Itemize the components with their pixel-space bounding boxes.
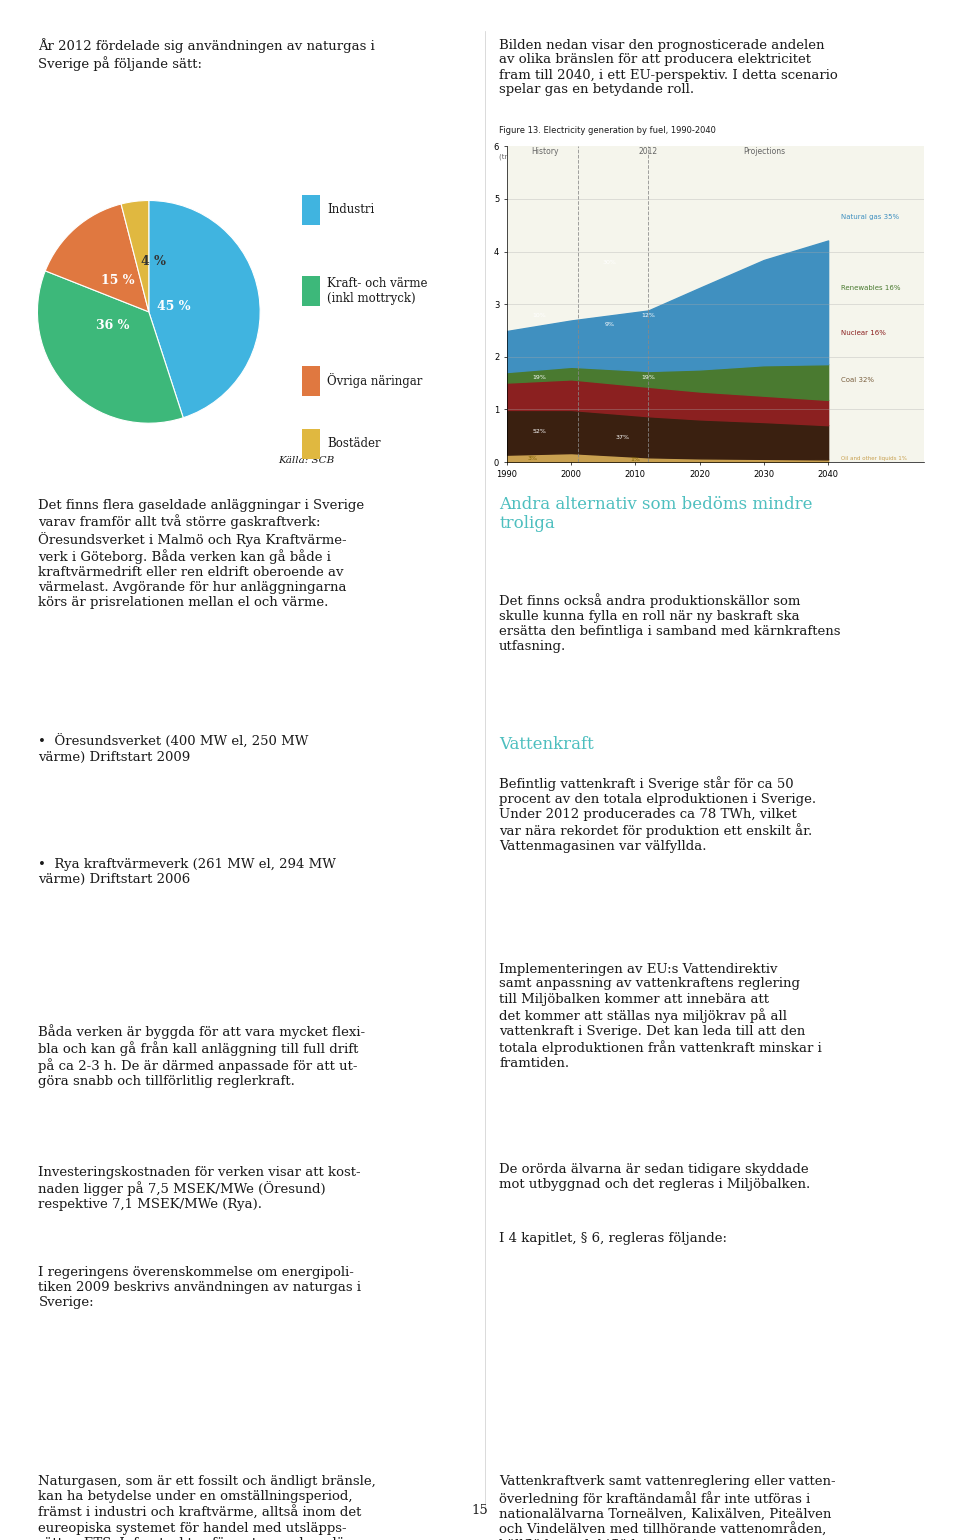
Text: Implementeringen av EU:s Vattendirektiv
samt anpassning av vattenkraftens regler: Implementeringen av EU:s Vattendirektiv …	[499, 962, 822, 1070]
Text: 1%: 1%	[631, 457, 640, 462]
Text: 15 %: 15 %	[101, 274, 134, 286]
Text: I regeringens överenskommelse om energipoli-
tiken 2009 beskrivs användningen av: I regeringens överenskommelse om energip…	[38, 1266, 361, 1309]
Text: History: History	[532, 148, 559, 156]
Text: 15: 15	[471, 1505, 489, 1517]
Text: År 2012 fördelade sig användningen av naturgas i
Sverige på följande sätt:: År 2012 fördelade sig användningen av na…	[38, 38, 375, 71]
Text: 4 %: 4 %	[141, 256, 166, 268]
Wedge shape	[149, 200, 260, 417]
Text: Vattenkraft: Vattenkraft	[499, 736, 594, 753]
Wedge shape	[121, 200, 149, 313]
Text: Coal 32%: Coal 32%	[841, 377, 874, 383]
Text: 2012: 2012	[638, 148, 658, 156]
Text: 3%: 3%	[528, 456, 538, 460]
Text: Övriga näringar: Övriga näringar	[327, 373, 422, 388]
Text: 12%: 12%	[641, 313, 655, 319]
Text: Natural gas 35%: Natural gas 35%	[841, 214, 900, 220]
Text: Kraft- och värme
(inkl mottryck): Kraft- och värme (inkl mottryck)	[327, 277, 428, 305]
Text: 37%: 37%	[615, 436, 630, 440]
FancyBboxPatch shape	[302, 194, 320, 225]
Text: 52%: 52%	[532, 430, 546, 434]
FancyBboxPatch shape	[302, 367, 320, 396]
Text: •  Rya kraftvärmeverk (261 MW el, 294 MW
värme) Driftstart 2006: • Rya kraftvärmeverk (261 MW el, 294 MW …	[38, 858, 336, 885]
Text: Befintlig vattenkraft i Sverige står för ca 50
procent av den totala elproduktio: Befintlig vattenkraft i Sverige står för…	[499, 776, 816, 853]
Text: 9%: 9%	[605, 322, 614, 326]
Text: •  Öresundsverket (400 MW el, 250 MW
värme) Driftstart 2009: • Öresundsverket (400 MW el, 250 MW värm…	[38, 735, 309, 764]
Text: Industri: Industri	[327, 203, 374, 216]
Wedge shape	[37, 271, 183, 424]
Text: (trillion kilowatthours): (trillion kilowatthours)	[499, 154, 577, 160]
Text: Båda verken är byggda för att vara mycket flexi-
bla och kan gå från kall anlägg: Båda verken är byggda för att vara mycke…	[38, 1024, 366, 1089]
Text: Bostäder: Bostäder	[327, 437, 381, 451]
Text: Oil and other liquids 1%: Oil and other liquids 1%	[841, 456, 907, 462]
Text: 10%: 10%	[532, 313, 546, 319]
Text: 19%: 19%	[641, 376, 655, 380]
Text: Naturgasen, som är ett fossilt och ändligt bränsle,
kan ha betydelse under en om: Naturgasen, som är ett fossilt och ändli…	[38, 1475, 376, 1540]
Text: 45 %: 45 %	[156, 300, 190, 313]
FancyBboxPatch shape	[302, 276, 320, 306]
Text: De orörda älvarna är sedan tidigare skyddade
mot utbyggnad och det regleras i Mi: De orörda älvarna är sedan tidigare skyd…	[499, 1163, 810, 1190]
Text: Investeringskostnaden för verken visar att kost-
naden ligger på 7,5 MSEK/MWe (Ö: Investeringskostnaden för verken visar a…	[38, 1166, 361, 1210]
FancyBboxPatch shape	[302, 430, 320, 459]
Text: I 4 kapitlet, § 6, regleras följande:: I 4 kapitlet, § 6, regleras följande:	[499, 1232, 728, 1244]
Text: 19%: 19%	[532, 376, 546, 380]
Text: Det finns också andra produktionskällor som
skulle kunna fylla en roll när ny ba: Det finns också andra produktionskällor …	[499, 593, 841, 653]
Text: 36 %: 36 %	[96, 319, 130, 331]
Text: Projections: Projections	[743, 148, 785, 156]
Text: Nuclear 16%: Nuclear 16%	[841, 330, 886, 336]
Text: Bilden nedan visar den prognosticerade andelen
av olika bränslen för att produce: Bilden nedan visar den prognosticerade a…	[499, 38, 838, 97]
Text: Källa: SCB: Källa: SCB	[278, 456, 335, 465]
Text: 30%: 30%	[603, 260, 616, 265]
Text: Renewables 16%: Renewables 16%	[841, 285, 900, 291]
Wedge shape	[45, 203, 149, 313]
Text: Figure 13. Electricity generation by fuel, 1990-2040: Figure 13. Electricity generation by fue…	[499, 126, 716, 136]
Text: Det finns flera gaseldade anläggningar i Sverige
varav framför allt två större g: Det finns flera gaseldade anläggningar i…	[38, 499, 365, 608]
Text: Andra alternativ som bedöms mindre
troliga: Andra alternativ som bedöms mindre troli…	[499, 496, 813, 533]
Text: Vattenkraftverk samt vattenreglering eller vatten-
överledning för kraftändamål : Vattenkraftverk samt vattenreglering ell…	[499, 1475, 836, 1540]
